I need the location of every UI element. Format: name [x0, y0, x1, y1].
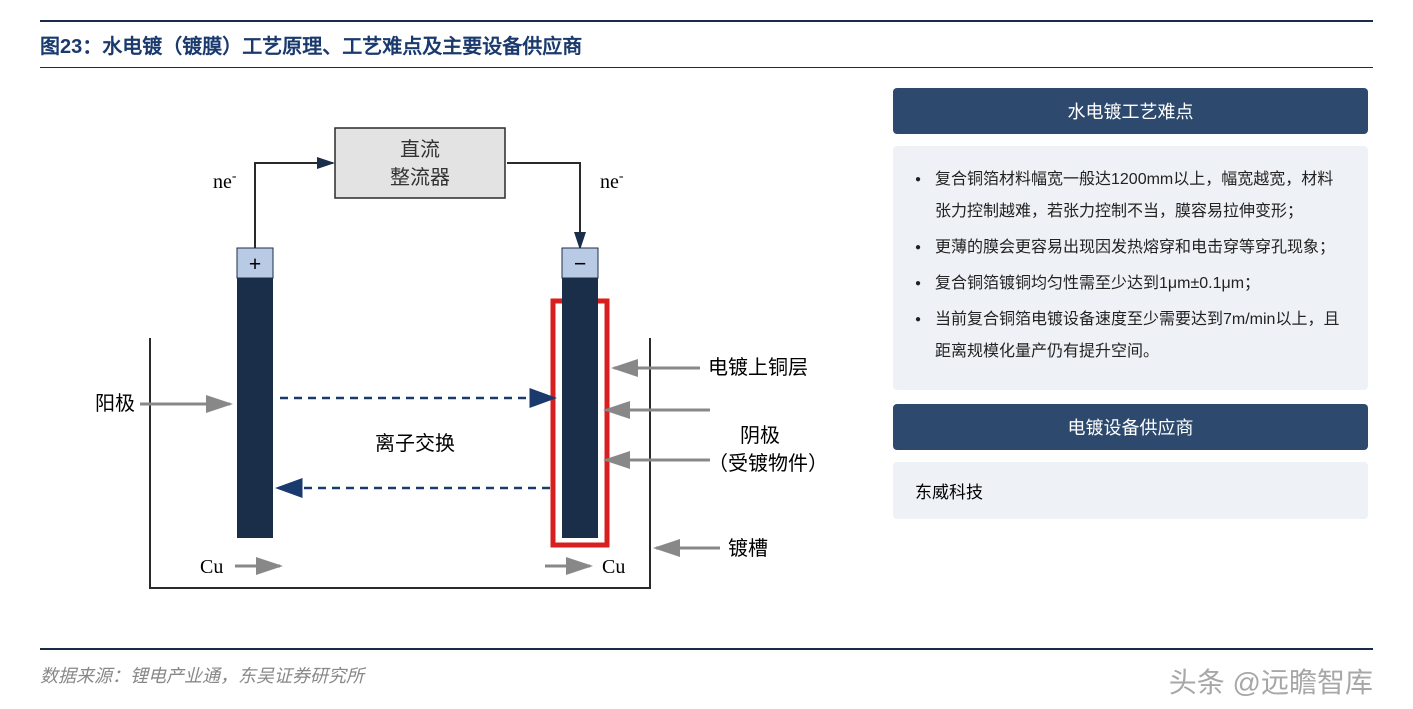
bullet-item: 当前复合铜箔电镀设备速度至少需要达到7m/min以上，且距离规模化量产仍有提升空…	[915, 304, 1346, 368]
cathode-label-2: （受镀物件）	[708, 452, 828, 475]
tank-label: 镀槽	[728, 537, 768, 560]
ion-exchange-label: 离子交换	[375, 432, 455, 455]
cathode-label-1: 阴极	[740, 424, 780, 447]
suppliers-box: 东威科技	[893, 462, 1368, 519]
bullet-item: 复合铜箔镀铜均匀性需至少达到1μm±0.1μm；	[915, 268, 1346, 300]
watermark: 头条 @远瞻智库	[1169, 661, 1373, 701]
figure-title-bar: 图23：水电镀（镀膜）工艺原理、工艺难点及主要设备供应商	[40, 20, 1373, 68]
cu-right: Cu	[602, 556, 625, 578]
bullet-item: 复合铜箔材料幅宽一般达1200mm以上，幅宽越宽，材料张力控制越难，若张力控制不…	[915, 164, 1346, 228]
difficulties-list: 复合铜箔材料幅宽一般达1200mm以上，幅宽越宽，材料张力控制越难，若张力控制不…	[915, 164, 1346, 368]
ne-right: ne-	[600, 169, 624, 193]
diagram-area: 直流 整流器 ne- ne- + − 离子交换 阳极	[40, 88, 863, 628]
cathode-body	[562, 278, 598, 538]
cathode-minus: −	[574, 251, 587, 276]
anode-body	[237, 278, 273, 538]
difficulties-box: 复合铜箔材料幅宽一般达1200mm以上，幅宽越宽，材料张力控制越难，若张力控制不…	[893, 146, 1368, 390]
anode-plus: +	[249, 251, 262, 276]
rectifier-label-1: 直流	[400, 138, 440, 161]
copper-layer-label: 电镀上铜层	[708, 356, 808, 379]
sidebar: 水电镀工艺难点 复合铜箔材料幅宽一般达1200mm以上，幅宽越宽，材料张力控制越…	[893, 88, 1373, 628]
content-row: 直流 整流器 ne- ne- + − 离子交换 阳极	[40, 88, 1373, 628]
suppliers-header: 电镀设备供应商	[893, 404, 1368, 450]
supplier-name: 东威科技	[915, 483, 983, 502]
bullet-item: 更薄的膜会更容易出现因发热熔穿和电击穿等穿孔现象；	[915, 232, 1346, 264]
figure-title: 图23：水电镀（镀膜）工艺原理、工艺难点及主要设备供应商	[40, 30, 1373, 59]
difficulties-header: 水电镀工艺难点	[893, 88, 1368, 134]
wire-right	[507, 163, 580, 248]
rectifier-label-2: 整流器	[390, 166, 450, 189]
anode-label: 阳极	[95, 392, 135, 415]
ne-left: ne-	[213, 169, 237, 193]
process-diagram: 直流 整流器 ne- ne- + − 离子交换 阳极	[40, 88, 860, 628]
cu-left: Cu	[200, 556, 223, 578]
wire-left	[255, 163, 333, 248]
